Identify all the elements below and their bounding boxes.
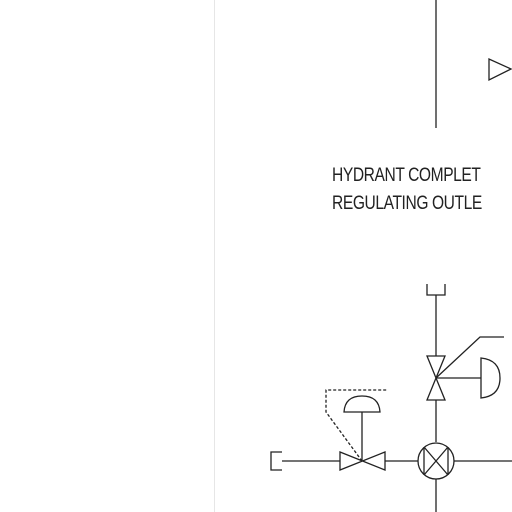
diaphragm-actuator-right-icon	[480, 357, 501, 399]
pilot-line-right	[435, 336, 504, 379]
diaphragm-actuator-left-icon	[343, 395, 381, 413]
pilot-line-left	[325, 389, 388, 462]
fitting-cross-mark	[423, 446, 449, 476]
note-line-2: REGULATING OUTLE	[332, 193, 482, 214]
note-line-1: HYDRANT COMPLET	[332, 165, 481, 186]
flow-arrow-icon	[488, 57, 512, 82]
vertical-valve-icon	[426, 355, 446, 401]
pipe-cap-icon	[426, 284, 446, 296]
pipe-cap-left-icon	[270, 451, 282, 471]
horizontal-valve-icon	[339, 451, 386, 471]
sheet-divider-line	[214, 0, 215, 512]
